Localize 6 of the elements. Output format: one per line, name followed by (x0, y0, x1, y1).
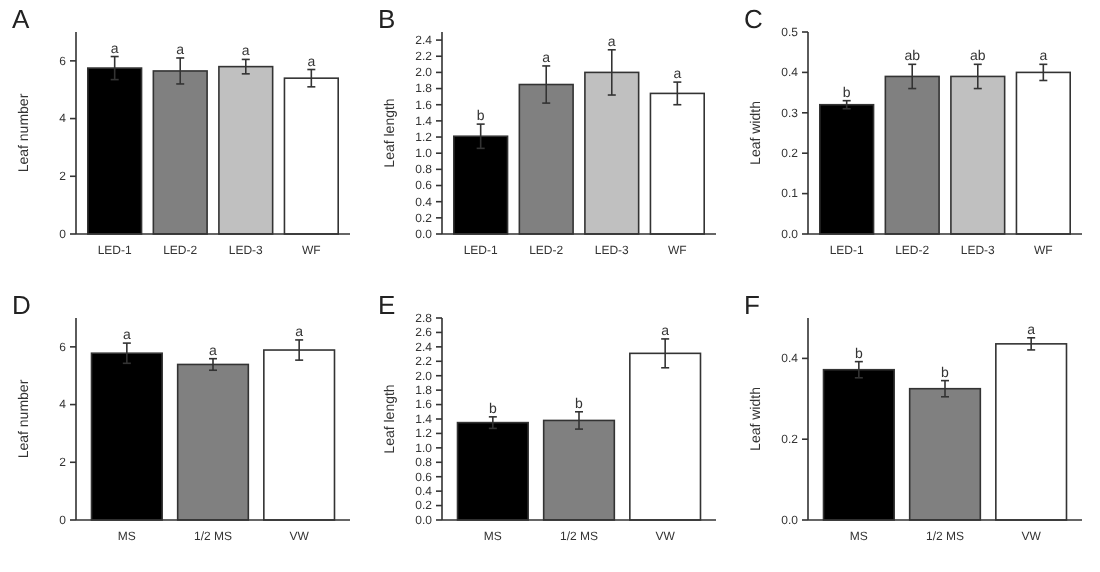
chart-title: C (744, 4, 763, 34)
chart-title: A (12, 4, 30, 34)
chart-title: F (744, 290, 760, 320)
chart-title: D (12, 290, 31, 320)
chart-title: E (378, 290, 396, 320)
chart-title: B (378, 4, 396, 34)
